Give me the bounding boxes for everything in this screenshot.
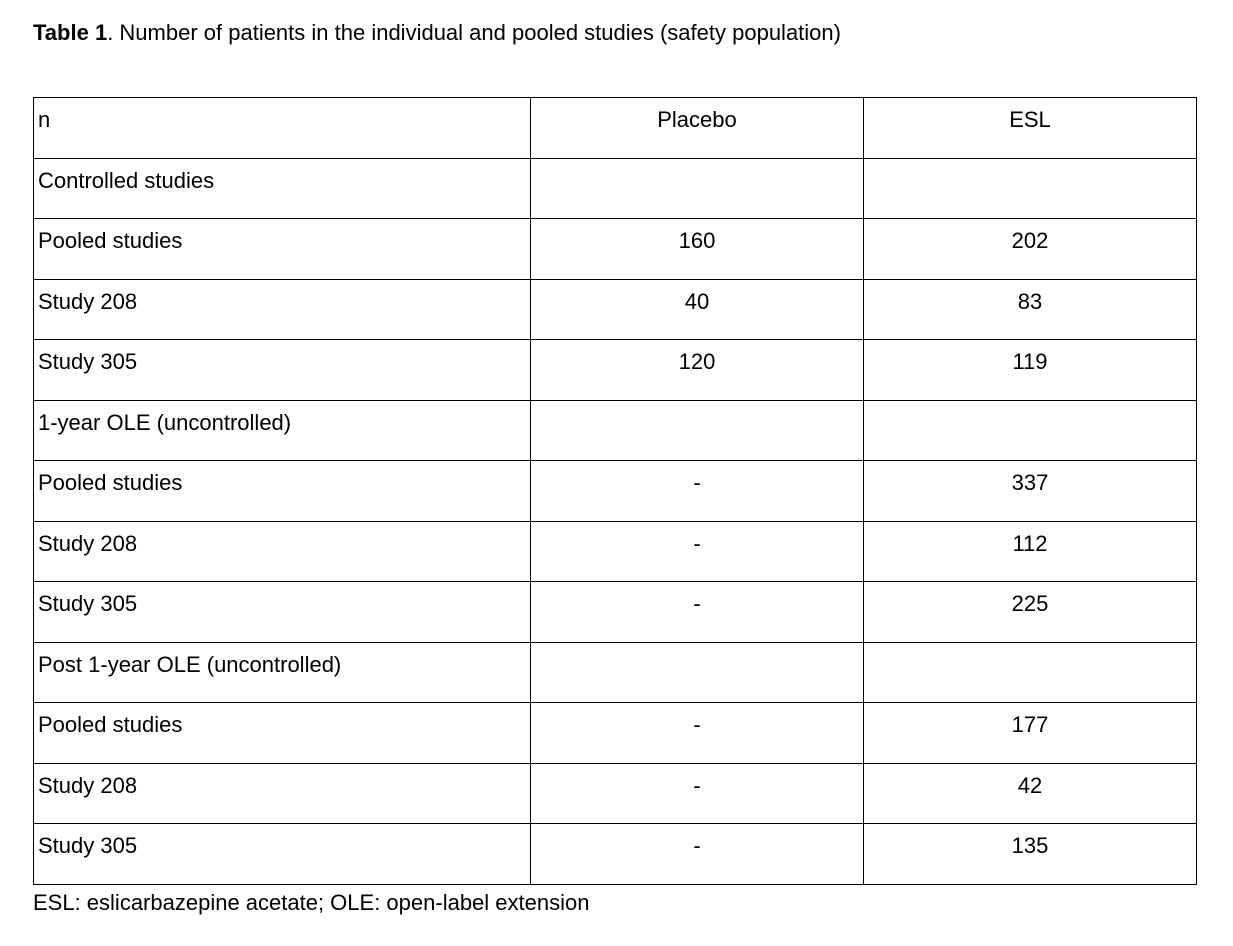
placebo-value (530, 399, 864, 461)
esl-value: 112 (863, 520, 1197, 582)
table-row: Study 305 - 225 (33, 581, 1197, 643)
esl-value: 337 (863, 460, 1197, 522)
section-row: 1-year OLE (uncontrolled) (33, 399, 1197, 461)
placebo-value: - (530, 520, 864, 582)
row-label: Pooled studies (33, 218, 531, 280)
placebo-value: - (530, 581, 864, 643)
esl-value: 42 (863, 762, 1197, 824)
table-footnote: ESL: eslicarbazepine acetate; OLE: open-… (33, 890, 590, 915)
esl-value (863, 641, 1197, 703)
header-esl: ESL (863, 97, 1197, 159)
table-row: Study 208 40 83 (33, 278, 1197, 340)
placebo-value: - (530, 460, 864, 522)
row-label: Pooled studies (33, 460, 531, 522)
esl-value: 177 (863, 702, 1197, 764)
row-label: Post 1-year OLE (uncontrolled) (33, 641, 531, 703)
header-n: n (33, 97, 531, 159)
placebo-value: - (530, 762, 864, 824)
placebo-value (530, 157, 864, 219)
table-row: Study 208 - 112 (33, 520, 1197, 582)
esl-value (863, 157, 1197, 219)
esl-value: 83 (863, 278, 1197, 340)
row-label: Study 208 (33, 762, 531, 824)
row-label: Study 305 (33, 339, 531, 401)
table-row: Study 305 - 135 (33, 823, 1197, 885)
placebo-value: 120 (530, 339, 864, 401)
placebo-value: 160 (530, 218, 864, 280)
row-label: Study 208 (33, 278, 531, 340)
row-label: Study 305 (33, 823, 531, 885)
table-row: Pooled studies - 177 (33, 702, 1197, 764)
esl-value: 225 (863, 581, 1197, 643)
table-row: Study 208 - 42 (33, 762, 1197, 824)
row-label: Study 305 (33, 581, 531, 643)
row-label: Controlled studies (33, 157, 531, 219)
row-label: Pooled studies (33, 702, 531, 764)
placebo-value: - (530, 823, 864, 885)
table-caption: Table 1. Number of patients in the indiv… (33, 18, 841, 48)
table-row: Pooled studies - 337 (33, 460, 1197, 522)
esl-value: 119 (863, 339, 1197, 401)
table-row: Pooled studies 160 202 (33, 218, 1197, 280)
patients-table: n Placebo ESL Controlled studies Pooled … (33, 97, 1197, 885)
table-caption-text: . Number of patients in the individual a… (107, 20, 841, 45)
header-row: n Placebo ESL (33, 97, 1197, 159)
esl-value: 135 (863, 823, 1197, 885)
row-label: 1-year OLE (uncontrolled) (33, 399, 531, 461)
placebo-value (530, 641, 864, 703)
placebo-value: 40 (530, 278, 864, 340)
header-placebo: Placebo (530, 97, 864, 159)
row-label: Study 208 (33, 520, 531, 582)
section-row: Controlled studies (33, 157, 1197, 219)
esl-value (863, 399, 1197, 461)
placebo-value: - (530, 702, 864, 764)
table-caption-number: Table 1 (33, 20, 108, 45)
esl-value: 202 (863, 218, 1197, 280)
section-row: Post 1-year OLE (uncontrolled) (33, 641, 1197, 703)
table-row: Study 305 120 119 (33, 339, 1197, 401)
